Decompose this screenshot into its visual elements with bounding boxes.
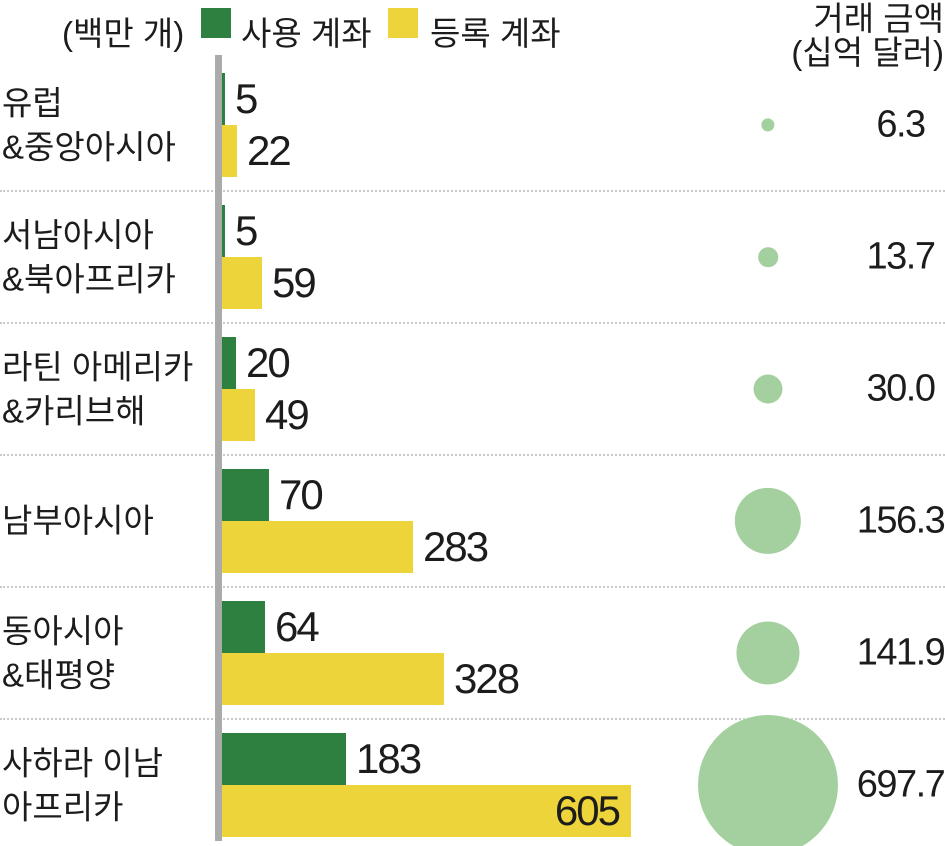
region-label-line: 동아시아 <box>2 612 124 650</box>
region-label-line: &북아프리카 <box>2 260 176 297</box>
transaction-amount-column-title: 거래 금액 (십억 달러) <box>791 2 944 69</box>
registered-accounts-value: 605 <box>554 787 621 834</box>
region-label: 남부아시아 <box>2 499 154 543</box>
region-row: 동아시아 &태평양 64 328 141.9 <box>0 586 945 718</box>
region-label-line: 서남아시아 <box>2 216 154 254</box>
registered-accounts-bar: 328 <box>222 653 520 705</box>
active-accounts-bar-fill <box>222 337 236 389</box>
region-label-line: 아프리카 <box>2 788 124 825</box>
unit-label: (백만 개) <box>62 15 185 52</box>
registered-accounts-value: 49 <box>265 391 310 438</box>
active-accounts-value: 183 <box>356 735 422 782</box>
active-accounts-bar: 70 <box>222 469 487 521</box>
transaction-amount-value: 156.3 <box>856 499 945 542</box>
legend-label-active-accounts: 사용 계좌 <box>241 15 372 52</box>
active-accounts-bar-fill <box>222 601 265 653</box>
region-label-line: 사하라 이남 <box>2 744 163 782</box>
registered-accounts-bar-fill <box>222 125 237 177</box>
bar-group: 5 59 <box>222 205 317 309</box>
registered-accounts-bar: 22 <box>222 125 292 177</box>
legend-swatch-registered-accounts <box>388 8 418 38</box>
bar-group: 64 328 <box>222 601 520 705</box>
active-accounts-bar-fill <box>222 469 269 521</box>
baseline-axis <box>215 55 222 841</box>
active-accounts-bar: 5 <box>222 205 315 257</box>
transaction-amount-value: 141.9 <box>856 631 945 674</box>
registered-accounts-bar-fill <box>222 257 262 309</box>
transaction-amount-title-line2: (십억 달러) <box>791 33 944 71</box>
registered-accounts-bar: 605 <box>222 785 631 837</box>
legend-swatch-active-accounts <box>201 8 231 38</box>
active-accounts-value: 70 <box>279 471 324 518</box>
registered-accounts-value: 328 <box>454 655 520 702</box>
transaction-amount-value: 30.0 <box>866 367 936 410</box>
registered-accounts-bar: 59 <box>222 257 317 309</box>
active-accounts-value: 64 <box>275 603 320 650</box>
legend-label-registered-accounts: 등록 계좌 <box>430 15 561 52</box>
region-label-line: &태평양 <box>2 656 116 693</box>
region-row: 서남아시아 &북아프리카 5 59 13.7 <box>0 190 945 322</box>
active-accounts-bar: 183 <box>222 733 631 785</box>
transaction-amount-title-line1: 거래 금액 <box>813 0 944 37</box>
active-accounts-value: 5 <box>235 207 258 254</box>
region-label: 라틴 아메리카 &카리브해 <box>2 345 193 432</box>
active-accounts-bar: 64 <box>222 601 518 653</box>
active-accounts-bar: 20 <box>222 337 308 389</box>
active-accounts-bar-fill <box>222 73 225 125</box>
bar-group: 70 283 <box>222 469 489 573</box>
active-accounts-value: 20 <box>246 339 291 386</box>
registered-accounts-value: 22 <box>247 127 292 174</box>
registered-accounts-value: 283 <box>423 523 489 570</box>
registered-accounts-bar-fill: 605 <box>222 785 631 837</box>
bar-group: 20 49 <box>222 337 310 441</box>
region-label-line: &카리브해 <box>2 392 146 429</box>
transaction-amount-bubble <box>734 487 802 555</box>
registered-accounts-bar: 283 <box>222 521 489 573</box>
transaction-amount-bubble <box>736 621 800 685</box>
registered-accounts-bar-fill <box>222 521 413 573</box>
chart-header: (백만 개) 사용 계좌 등록 계좌 거래 금액 (십억 달러) <box>0 0 945 69</box>
transaction-amount-value: 697.7 <box>856 763 945 806</box>
transaction-amount-bubble <box>761 118 775 132</box>
region-label: 서남아시아 &북아프리카 <box>2 213 176 300</box>
active-accounts-bar: 5 <box>222 73 290 125</box>
transaction-amount-value: 13.7 <box>866 235 936 278</box>
region-label-line: 남부아시아 <box>2 502 154 540</box>
transaction-amount-value: 6.3 <box>876 103 926 146</box>
region-label-line: &중앙아시아 <box>2 128 176 165</box>
registered-accounts-value: 59 <box>272 259 317 306</box>
active-accounts-value: 5 <box>235 75 258 122</box>
transaction-amount-bubble <box>758 247 778 267</box>
active-accounts-bar-fill <box>222 733 346 785</box>
region-label-line: 라틴 아메리카 <box>2 348 194 386</box>
registered-accounts-bar-fill <box>222 653 444 705</box>
region-label-line: 유럽 <box>2 84 63 122</box>
transaction-amount-bubble <box>753 374 783 404</box>
region-row: 라틴 아메리카 &카리브해 20 49 30.0 <box>0 322 945 454</box>
active-accounts-bar-fill <box>222 205 225 257</box>
region-row: 남부아시아 70 283 156.3 <box>0 454 945 586</box>
registered-accounts-bar: 49 <box>222 389 310 441</box>
bar-group: 5 22 <box>222 73 292 177</box>
bar-group: 183 605 <box>222 733 631 837</box>
transaction-amount-bubble <box>698 715 838 846</box>
region-label: 동아시아 &태평양 <box>2 609 123 696</box>
registered-accounts-bar-fill <box>222 389 255 441</box>
chart-rows: 유럽 &중앙아시아 5 22 6.3 서남아시아 &북아프리카 5 59 <box>0 60 945 846</box>
region-label: 유럽 &중앙아시아 <box>2 81 176 168</box>
region-row: 유럽 &중앙아시아 5 22 6.3 <box>0 60 945 190</box>
